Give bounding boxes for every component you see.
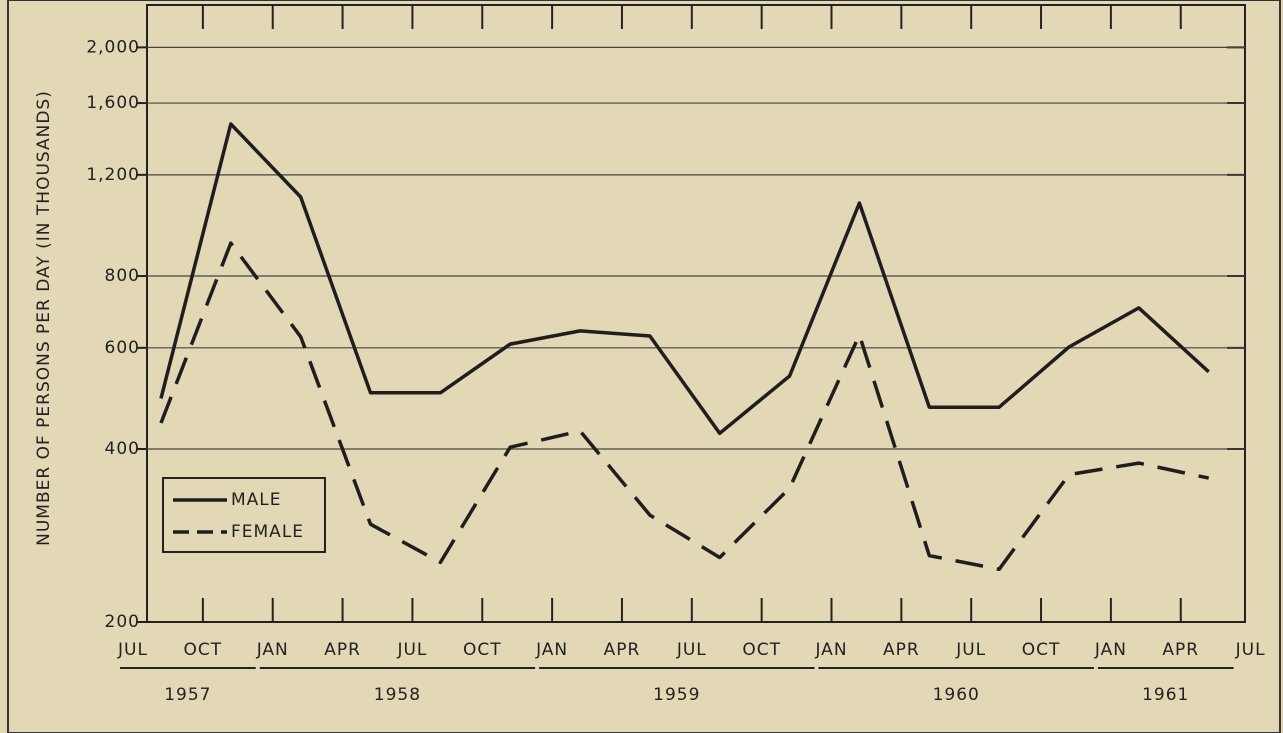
x-tick-label: JUL — [396, 640, 427, 660]
x-tick-label: JAN — [535, 640, 568, 660]
series-line — [159, 122, 1210, 436]
legend-box — [162, 477, 326, 553]
series-line — [159, 241, 1210, 572]
y-tick-label: 600 — [105, 338, 140, 358]
x-tick-label: OCT — [184, 640, 223, 660]
x-tick-label: APR — [883, 640, 920, 660]
x-tick-label: OCT — [463, 640, 502, 660]
y-tick-label: 800 — [105, 266, 140, 286]
y-tick-label: 400 — [105, 439, 140, 459]
year-label: 1958 — [374, 685, 421, 705]
x-tick-label: JAN — [1094, 640, 1127, 660]
x-tick-label: APR — [1162, 640, 1199, 660]
x-tick-label: JUL — [117, 640, 148, 660]
legend-label: MALE — [231, 490, 282, 510]
y-axis-label: NUMBER OF PERSONS PER DAY (IN THOUSANDS) — [34, 90, 54, 546]
x-tick-label: JAN — [256, 640, 289, 660]
y-tick-label: 1,200 — [86, 165, 140, 185]
x-tick-label: JUL — [1235, 640, 1266, 660]
year-label: 1961 — [1142, 685, 1189, 705]
year-label: 1957 — [164, 685, 211, 705]
plot-frame — [146, 4, 1246, 623]
legend-label: FEMALE — [231, 522, 304, 542]
x-tick-label: APR — [604, 640, 641, 660]
x-tick-label: JAN — [814, 640, 847, 660]
year-label: 1959 — [653, 685, 700, 705]
x-tick-label: APR — [324, 640, 361, 660]
page-frame — [7, 0, 1281, 733]
x-tick-label: JUL — [955, 640, 986, 660]
year-label: 1960 — [933, 685, 980, 705]
y-tick-label: 2,000 — [86, 37, 140, 57]
y-tick-label: 1,600 — [86, 93, 140, 113]
x-tick-label: JUL — [676, 640, 707, 660]
x-tick-label: OCT — [1022, 640, 1061, 660]
x-tick-label: OCT — [742, 640, 781, 660]
y-tick-label: 200 — [105, 612, 140, 632]
